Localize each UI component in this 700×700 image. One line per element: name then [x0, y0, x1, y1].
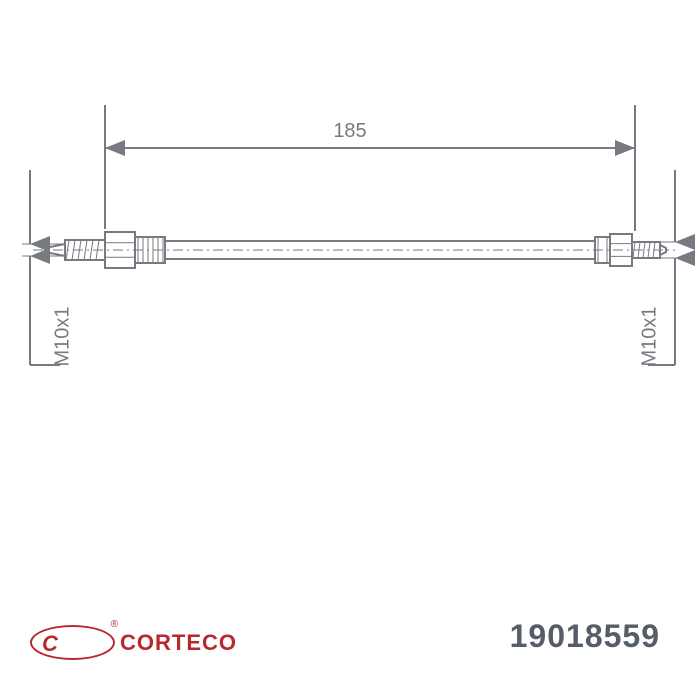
brand-logo: C ® CORTECO: [30, 625, 237, 660]
registered-icon: ®: [111, 619, 118, 630]
technical-drawing: [0, 0, 700, 700]
logo-c-letter: C: [42, 631, 58, 657]
thread-spec-left: M10x1: [52, 306, 75, 366]
brand-name: CORTECO: [120, 630, 237, 656]
part-number: 19018559: [510, 618, 660, 655]
thread-spec-right: M10x1: [639, 306, 662, 366]
logo-oval-icon: C ®: [30, 625, 115, 660]
length-dimension-value: 185: [333, 120, 366, 143]
